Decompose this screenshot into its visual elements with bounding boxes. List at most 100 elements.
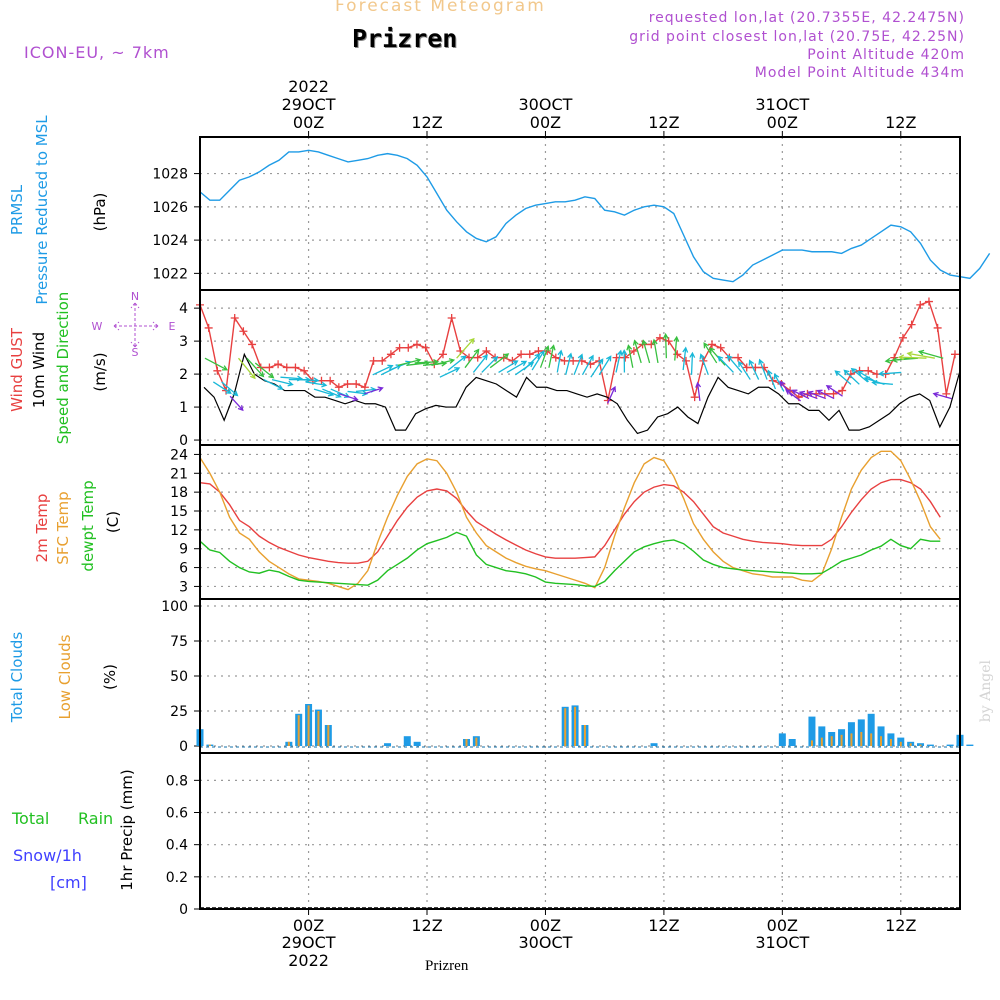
model-label: ICON-EU, ~ 7km [24,43,170,62]
wind-direction-arrow [791,389,810,400]
total-cloud-bar [926,744,934,746]
bottom-date-label: 31OCT [755,933,809,952]
model-altitude: Model Point Altitude 434m [754,65,965,81]
total-cloud-bar [966,744,974,746]
gust-marker [300,366,309,375]
low-cloud-bar [919,744,922,746]
top-hour-label: 00Z [767,113,798,132]
low-cloud-bar [860,732,863,746]
low-cloud-bar [583,725,586,746]
ytick-label-precip: 0.2 [166,870,188,886]
wind-line [203,352,961,435]
ytick-label-temperature: 9 [179,542,188,558]
low-cloud-bar [880,736,883,746]
wind-direction-arrow [556,349,564,373]
2m-temp-line [199,478,941,564]
wind-direction-arrow [364,386,384,395]
total-cloud-bar [650,743,658,746]
pressure-line [199,149,991,283]
gust-marker [517,350,526,359]
wind-direction-arrow [414,359,440,365]
location-title: Prizren [352,24,458,53]
gust-line [199,300,956,401]
wind-direction-arrow [263,378,284,390]
wind-direction-arrow [785,389,801,402]
gust-marker [343,379,352,388]
panel-frame-wind [199,289,961,446]
ytick-label-temperature: 3 [179,579,188,595]
grid-coords: grid point closest lon,lat (20.75E, 42.2… [629,29,965,45]
gust-marker [274,360,283,369]
bottom-date-label: 29OCT [282,933,336,952]
top-year-label: 2022 [288,77,329,96]
wind-direction-arrow [489,353,510,369]
wind-direction-arrow [456,337,475,359]
wind-direction-arrow [590,358,604,378]
wind-direction-arrow [699,353,709,376]
wind-direction-arrow [807,390,826,400]
gust-marker [864,366,873,375]
wind-direction-arrow [843,369,860,385]
low-cloud-bar [564,708,567,746]
wind-direction-arrow [917,349,944,359]
gust-marker [829,389,838,398]
wind-direction-arrow [523,353,541,371]
total-cloud-bar [413,741,421,746]
gust-marker [230,314,239,323]
wind-direction-arrow [439,367,461,378]
rain-total-label: Total [11,809,49,828]
gust-marker [447,314,456,323]
wind-direction-arrow [877,370,902,377]
low-cloud-bar [820,737,823,746]
wind-direction-arrow [897,354,927,361]
low-cloud-bar [810,740,813,746]
ytick-label-pressure: 1022 [152,266,188,282]
low-cloud-bar [287,741,290,746]
wind-direction-arrow [891,356,919,363]
top-hour-label: 00Z [293,113,324,132]
gust-marker [742,363,751,372]
wind-direction-arrow [825,385,843,397]
compass-s: S [132,346,139,359]
wind-direction-label: Speed and Direction [54,292,72,445]
compass-n: N [131,290,139,303]
gust-marker [378,356,387,365]
gust-marker [438,350,447,359]
gust-marker [655,333,664,342]
gust-marker [690,393,699,402]
wind-direction-arrow [738,360,751,380]
wind-direction-arrow [481,355,499,373]
gust-marker [907,320,916,329]
ytick-label-temperature: 24 [170,447,188,463]
wind-direction-arrow [397,357,422,366]
wind-direction-arrow [651,338,659,364]
gust-marker [838,386,847,395]
gust-marker [412,340,421,349]
low-cloud-bar [465,739,468,746]
wind-direction-arrow [766,369,777,390]
wind-label: 10m Wind [30,332,48,408]
gust-marker [681,356,690,365]
wind-direction-arrow [246,357,265,378]
gust-marker [204,323,213,332]
wind-direction-arrow [338,393,359,402]
wind-direction-arrow [709,346,726,366]
top-date-label: 29OCT [282,95,336,114]
low-cloud-bar [899,741,902,746]
ytick-label-wind: 1 [179,400,188,416]
bottom-hour-label: 12Z [885,916,916,935]
gust-marker [482,347,491,356]
wind-direction-arrow [834,370,852,385]
gust-marker [248,340,257,349]
bottom-hour-label: 12Z [648,916,679,935]
wind-direction-arrow [621,349,628,373]
product-title: Forecast Meteogram [335,0,546,16]
ytick-label-wind: 2 [179,367,188,383]
wind-direction-arrow [271,378,294,387]
gust-marker [352,379,361,388]
low-cloud-bar [870,733,873,746]
wind-direction-arrow [297,377,320,384]
ytick-label-precip: 0.6 [166,806,188,822]
wind-direction-arrow [212,381,232,394]
wind-direction-arrow [447,355,467,371]
